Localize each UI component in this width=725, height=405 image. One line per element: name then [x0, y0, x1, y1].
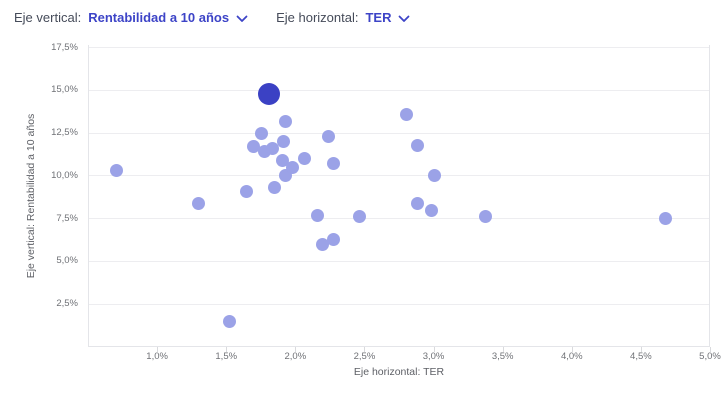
y-gridline	[89, 132, 709, 134]
data-point[interactable]	[353, 210, 367, 224]
data-point[interactable]	[277, 135, 291, 149]
data-point[interactable]	[223, 314, 237, 328]
y-tick-label: 17,5%	[51, 41, 78, 53]
x-tick-mark	[502, 347, 504, 352]
data-point[interactable]	[191, 196, 205, 210]
data-point[interactable]	[285, 160, 299, 174]
data-point[interactable]	[321, 130, 335, 144]
y-gridline	[89, 89, 709, 91]
x-tick-mark	[710, 347, 711, 352]
y-axis-title: Eje vertical: Rentabilidad a 10 años	[25, 113, 37, 279]
data-point[interactable]	[240, 184, 254, 198]
data-point[interactable]	[327, 157, 341, 171]
x-axis-title: Eje horizontal: TER	[353, 366, 445, 378]
x-tick-label: 2,5%	[353, 351, 376, 362]
data-point[interactable]	[266, 142, 280, 156]
data-point[interactable]	[278, 114, 292, 128]
horizontal-axis-selector[interactable]: Eje horizontal: TER	[276, 8, 410, 28]
data-point[interactable]	[411, 196, 425, 210]
x-tick-label: 1,0%	[146, 351, 168, 362]
data-point[interactable]	[428, 169, 442, 183]
data-point[interactable]	[267, 181, 281, 195]
highlighted-data-point[interactable]	[257, 82, 280, 105]
x-tick-mark	[157, 347, 159, 352]
data-point[interactable]	[411, 138, 425, 152]
data-point[interactable]	[479, 210, 493, 224]
data-point[interactable]	[298, 152, 312, 166]
x-tick-label: 3,0%	[422, 351, 445, 362]
x-tick-label: 1,5%	[215, 351, 238, 362]
x-tick-mark	[295, 347, 297, 352]
chevron-down-icon	[236, 10, 248, 28]
data-point[interactable]	[255, 126, 269, 140]
y-gridline	[89, 303, 709, 305]
data-point[interactable]	[400, 107, 414, 121]
y-tick-label: 5,0%	[56, 255, 78, 267]
x-tick-mark	[364, 347, 366, 352]
data-point[interactable]	[658, 212, 672, 226]
x-tick-mark	[640, 347, 642, 352]
x-tick-label: 2,0%	[284, 351, 307, 362]
y-tick-label: 12,5%	[51, 127, 78, 139]
chevron-down-icon	[398, 10, 410, 28]
data-point[interactable]	[110, 164, 124, 178]
vertical-axis-value: Rentabilidad a 10 años	[88, 10, 230, 25]
horizontal-axis-label: Eje horizontal:	[276, 10, 359, 25]
data-point[interactable]	[310, 208, 324, 222]
x-tick-mark	[571, 347, 573, 352]
y-tick-label: 2,5%	[56, 298, 78, 310]
data-point[interactable]	[425, 203, 439, 217]
plot-area	[88, 45, 710, 347]
y-tick-label: 10,0%	[51, 169, 78, 181]
data-point[interactable]	[246, 140, 260, 154]
y-tick-label: 15,0%	[51, 84, 78, 96]
data-point[interactable]	[327, 232, 341, 246]
data-point[interactable]	[316, 237, 330, 251]
horizontal-axis-value: TER	[365, 10, 392, 25]
y-gridline	[89, 47, 709, 49]
x-tick-label: 4,5%	[630, 351, 652, 362]
x-tick-mark	[433, 347, 435, 352]
x-tick-label: 5,0%	[699, 351, 721, 362]
x-tick-label: 3,5%	[491, 351, 514, 362]
y-gridline	[89, 260, 709, 262]
axis-selectors: Eje vertical: Rentabilidad a 10 años Eje…	[14, 8, 410, 28]
vertical-axis-selector[interactable]: Eje vertical: Rentabilidad a 10 años	[14, 8, 248, 28]
vertical-axis-label: Eje vertical:	[14, 10, 82, 25]
y-tick-label: 7,5%	[56, 212, 78, 224]
x-tick-mark	[226, 347, 228, 352]
y-gridline	[89, 175, 709, 177]
y-gridline	[89, 218, 709, 220]
x-tick-label: 4,0%	[560, 351, 583, 362]
